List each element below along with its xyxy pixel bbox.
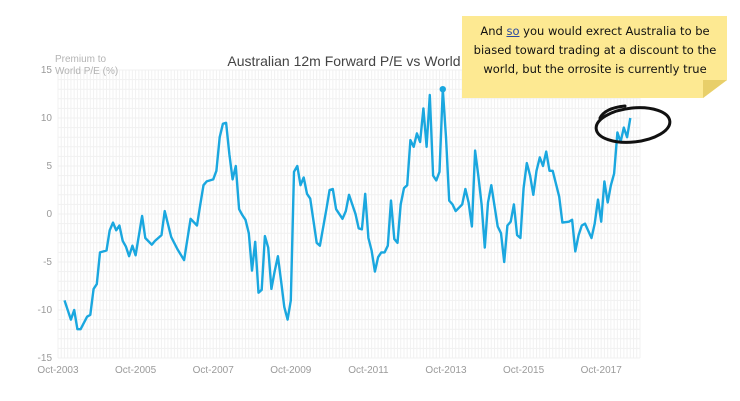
y-tick-label: 0 bbox=[46, 209, 52, 220]
hand-drawn-circle-tail bbox=[598, 104, 627, 120]
note-line-3: world, but the orrosite is currently tru… bbox=[483, 62, 707, 76]
note-line-1: And so you would exrect Australia to be bbox=[480, 24, 710, 38]
hand-drawn-circle-annotation bbox=[594, 106, 672, 144]
y-tick-label: -15 bbox=[38, 353, 53, 364]
sticky-note bbox=[462, 16, 727, 98]
y-tick-label: 5 bbox=[46, 161, 52, 172]
y-axis-label-line1: Premium to bbox=[55, 54, 107, 65]
y-tick-label: 15 bbox=[41, 65, 53, 76]
x-tick-label: Oct-2015 bbox=[503, 365, 545, 376]
x-tick-label: Oct-2013 bbox=[425, 365, 467, 376]
x-tick-label: Oct-2005 bbox=[115, 365, 157, 376]
y-tick-label: -5 bbox=[43, 257, 52, 268]
chart-grid bbox=[57, 69, 641, 359]
series-group bbox=[63, 86, 632, 331]
x-tick-label: Oct-2011 bbox=[348, 365, 389, 376]
x-tick-label: Oct-2009 bbox=[270, 365, 312, 376]
y-tick-label: 10 bbox=[41, 113, 53, 124]
series-line bbox=[63, 88, 632, 331]
y-axis-ticks: 15 10 5 0 -5 -10 -15 bbox=[38, 65, 53, 364]
y-axis-label-line2: World P/E (%) bbox=[55, 66, 118, 77]
x-tick-label: Oct-2017 bbox=[581, 365, 623, 376]
y-tick-label: -10 bbox=[38, 305, 53, 316]
sticky-note-text: And so you would exrect Australia to be … bbox=[470, 22, 720, 79]
peak-point-marker bbox=[439, 86, 446, 93]
x-axis-ticks: Oct-2003 Oct-2005 Oct-2007 Oct-2009 Oct-2011… bbox=[37, 365, 622, 376]
chart-title: Australian 12m Forward P/E vs World bbox=[227, 53, 460, 69]
note-line-2: biased toward trading at a discount to t… bbox=[473, 43, 717, 57]
x-tick-label: Oct-2003 bbox=[37, 365, 79, 376]
x-tick-label: Oct-2007 bbox=[193, 365, 235, 376]
